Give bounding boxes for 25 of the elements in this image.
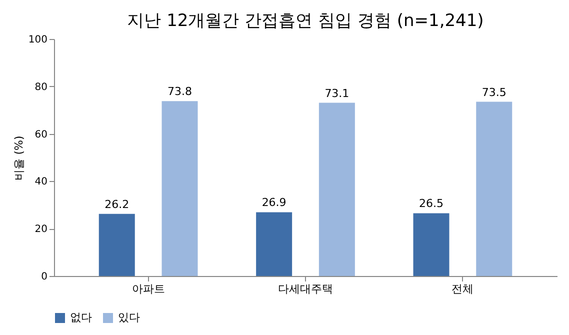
bar	[256, 212, 292, 276]
x-tick-label: 다세대주택	[278, 282, 333, 296]
y-tick-label: 0	[41, 272, 48, 282]
y-axis-title: 비율 (%)	[12, 136, 26, 180]
data-label: 26.2	[104, 198, 130, 211]
bar	[413, 213, 450, 276]
x-tick-label: 전체	[452, 282, 474, 296]
y-tick-label: 100	[28, 34, 48, 46]
bar	[98, 214, 135, 276]
y-tick-label: 80	[34, 82, 48, 93]
data-label: 73.5	[482, 86, 506, 99]
legend-label: 없다	[70, 311, 92, 324]
data-label: 73.8	[168, 85, 192, 98]
y-tick-label: 60	[34, 129, 48, 140]
x-tick-label: 아파트	[132, 282, 165, 296]
data-label: 26.5	[419, 197, 444, 210]
bar	[476, 102, 512, 276]
legend-label: 있다	[118, 311, 140, 324]
bar	[318, 102, 355, 276]
data-label: 26.9	[262, 196, 286, 210]
chart-title: 지난 12개월간 간접흡연 침입 경험 (n=1,241)	[127, 11, 484, 31]
bar	[162, 101, 198, 276]
y-tick-label: 20	[34, 224, 48, 236]
data-label: 73.1	[324, 86, 350, 100]
y-tick-label: 40	[34, 176, 48, 188]
